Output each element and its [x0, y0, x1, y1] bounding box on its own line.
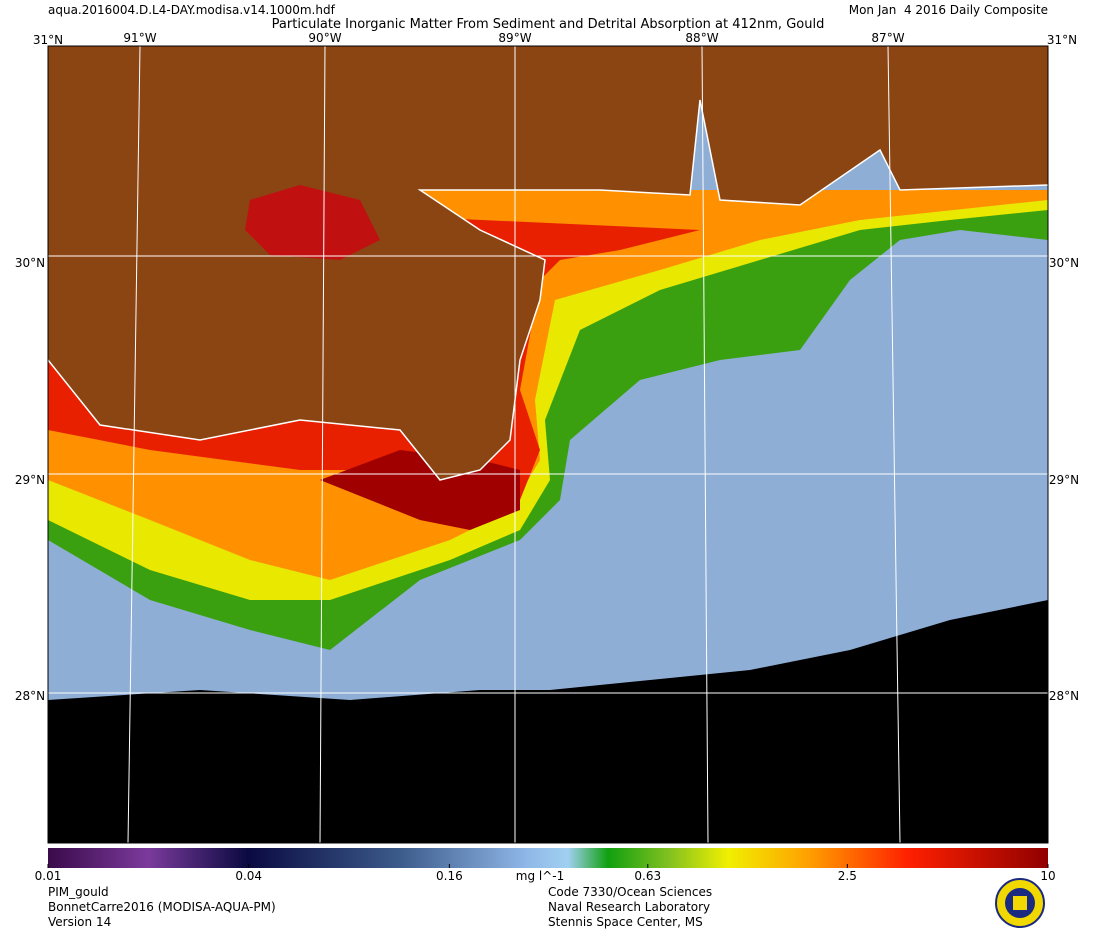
- no-data: [48, 600, 1048, 843]
- coastline: [48, 99, 1048, 481]
- map-title: Particulate Inorganic Matter From Sedime…: [272, 17, 825, 32]
- colorbar-tick-label: 0.63: [634, 869, 661, 883]
- colorbar-tick-label: 2.5: [838, 869, 857, 883]
- footer-center: Code 7330/Ocean Sciences: [548, 885, 712, 899]
- file-name: aqua.2016004.D.L4-DAY.modisa.v14.1000m.h…: [48, 3, 336, 17]
- colorbar-tick-label: 10: [1040, 869, 1055, 883]
- lat-label: 28°N: [1049, 689, 1079, 703]
- lon-label: 88°W: [685, 31, 718, 45]
- lat-label: 30°N: [15, 256, 45, 270]
- meridian: [319, 45, 326, 844]
- colorbar-unit: mg l^-1: [516, 869, 564, 883]
- lat-label: 28°N: [15, 689, 45, 703]
- colorbar-tick-label: 0.04: [235, 869, 262, 883]
- lat-label: 31°N: [33, 33, 63, 47]
- colorbar: [48, 848, 1048, 868]
- footer-center: Naval Research Laboratory: [548, 900, 710, 914]
- graticule: [47, 45, 1049, 844]
- land: [48, 46, 1048, 480]
- lon-label: 91°W: [123, 31, 156, 45]
- map-image: [48, 46, 1048, 843]
- lat-label: 30°N: [1049, 256, 1079, 270]
- lon-label: 89°W: [498, 31, 531, 45]
- lake: [245, 185, 380, 260]
- footer-left: BonnetCarre2016 (MODISA-AQUA-PM): [48, 900, 276, 914]
- footer-left: Version 14: [48, 915, 111, 929]
- colorbar-tick-label: 0.16: [436, 869, 463, 883]
- map-frame: [47, 45, 1049, 844]
- lat-label: 29°N: [15, 473, 45, 487]
- footer-left: PIM_gould: [48, 885, 109, 899]
- lon-label: 87°W: [871, 31, 904, 45]
- nrl-logo: [995, 878, 1045, 928]
- date: Mon Jan 4 2016 Daily Composite: [849, 3, 1048, 17]
- lat-label: 29°N: [1049, 473, 1079, 487]
- meridian: [887, 45, 901, 844]
- lon-label: 90°W: [308, 31, 341, 45]
- meridian: [701, 45, 709, 844]
- lat-label: 31°N: [1047, 33, 1077, 47]
- meridian: [127, 45, 141, 844]
- colorbar-tick-label: 0.01: [35, 869, 62, 883]
- footer-center: Stennis Space Center, MS: [548, 915, 703, 929]
